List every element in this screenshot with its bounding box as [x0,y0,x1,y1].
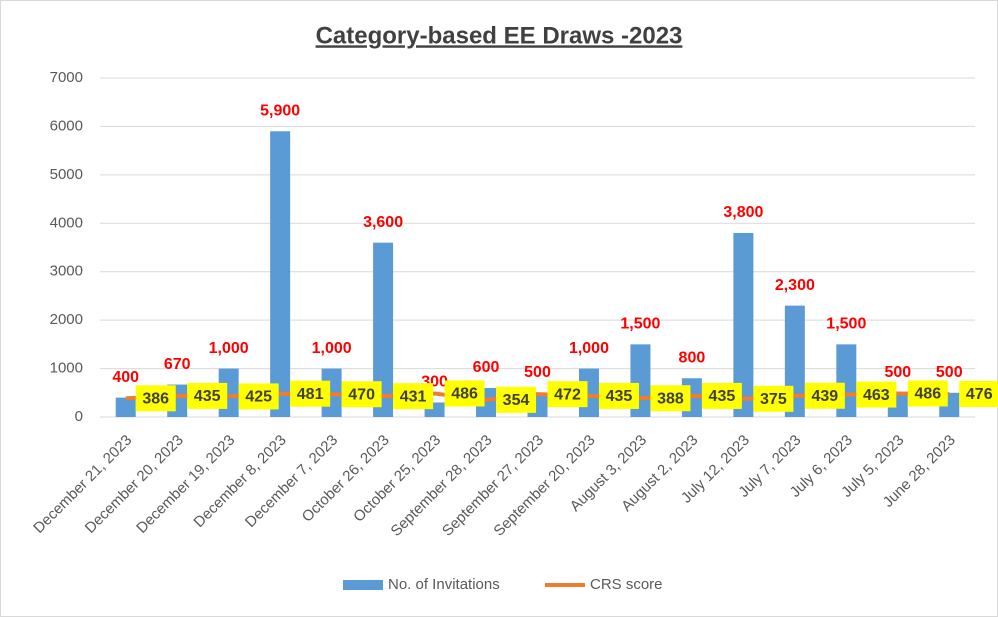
line-value-label: 439 [812,388,839,405]
line-label-box [907,380,948,407]
line-label-box [393,383,434,410]
bar [733,232,754,417]
line-value-label: 486 [914,386,941,403]
line-label-box [496,386,537,413]
bar-value-label: 1,000 [569,340,609,357]
line-value-label: 476 [966,386,993,403]
bar-value-label: 500 [884,364,911,381]
y-tick-label: 7000 [50,69,83,86]
bar-value-label: 670 [164,356,191,373]
line-value-label: 431 [400,388,427,405]
line-label-box [598,382,639,409]
line-value-label: 435 [606,388,633,405]
y-tick-label: 0 [75,408,83,425]
bar-value-label: 800 [679,349,706,366]
line-value-label: 472 [554,386,581,403]
bar-value-label: 2,300 [775,277,815,294]
bar-value-label: 1,000 [312,340,352,357]
bar-value-label: 500 [524,364,551,381]
line-value-label: 388 [657,390,684,407]
line-value-label: 386 [142,391,169,408]
bar [373,242,394,417]
y-tick-label: 2000 [50,311,83,328]
y-tick-label: 3000 [50,263,83,280]
line-label-box [135,385,176,412]
bar-value-label: 3,800 [723,204,763,221]
line-label-box [650,385,691,412]
line-label-box [290,380,331,407]
bar-value-label: 1,500 [620,316,660,333]
line-label-box [547,381,588,408]
chart-title: Category-based EE Draws -2023 [316,22,683,49]
line-label-box [187,382,228,409]
line-label-box [959,380,998,407]
legend-label: No. of Invitations [388,576,500,593]
y-tick-label: 5000 [50,166,83,183]
line-label-box [444,380,485,407]
line-value-label: 375 [760,391,787,408]
bar-value-label: 1,000 [209,340,249,357]
line-value-label: 463 [863,387,890,404]
bar-value-label: 400 [112,369,139,386]
bar [115,397,136,417]
line-value-label: 435 [709,388,736,405]
line-value-label: 486 [451,386,478,403]
line-value-label: 481 [297,386,324,403]
legend-label: CRS score [590,576,663,593]
line-value-label: 354 [503,392,530,409]
y-tick-label: 6000 [50,117,83,134]
bar-value-label: 600 [473,359,500,376]
bar-value-label: 1,500 [826,316,866,333]
line-label-box [753,385,794,412]
bar-value-label: 3,600 [363,214,403,231]
line-value-label: 470 [348,386,375,403]
bar-value-label: 500 [936,364,963,381]
bar-value-label: 5,900 [260,102,300,119]
legend-swatch [343,580,383,590]
line-label-box [701,382,742,409]
bar [270,131,291,417]
line-value-label: 425 [245,389,272,406]
y-tick-label: 4000 [50,214,83,231]
line-value-label: 435 [194,388,221,405]
line-label-box [804,382,845,409]
line-label-box [238,383,279,410]
line-label-box [856,381,897,408]
line-label-box [341,381,382,408]
y-tick-label: 1000 [50,360,83,377]
